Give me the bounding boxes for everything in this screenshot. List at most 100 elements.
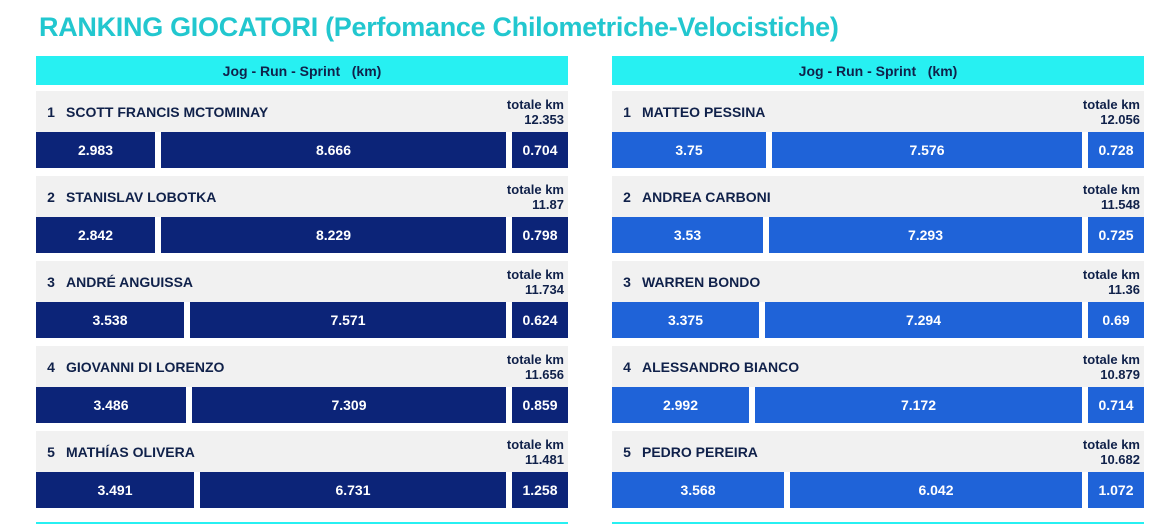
player-info: 1 SCOTT FRANCIS MCTOMINAY totale km 12.3… (36, 91, 568, 132)
jog-segment: 3.53 (612, 217, 763, 253)
sprint-segment: 0.728 (1088, 132, 1144, 168)
player-rank: 1 (623, 103, 631, 120)
player-info: 5 PEDRO PEREIRA totale km 10.682 (612, 431, 1144, 472)
player-total: totale km 12.056 (1083, 97, 1140, 127)
segment-gap (194, 472, 200, 508)
total-label: totale km (1082, 267, 1140, 282)
segment-gap (1082, 132, 1088, 168)
km-bar: 3.486 7.309 0.859 (36, 387, 568, 423)
total-value: 11.481 (524, 452, 564, 467)
total-value: 12.056 (1100, 112, 1140, 127)
bottom-divider (612, 522, 1144, 524)
player-total: totale km 11.734 (507, 267, 564, 297)
player-row: 5 MATHÍAS OLIVERA totale km 11.481 3.491… (36, 431, 568, 516)
player-rank: 3 (623, 273, 631, 290)
segment-gap (155, 132, 161, 168)
km-bar: 3.53 7.293 0.725 (612, 217, 1144, 253)
player-row: 2 STANISLAV LOBOTKA totale km 11.87 2.84… (36, 176, 568, 261)
ranking-panel-left: Jog - Run - Sprint (km) 1 SCOTT FRANCIS … (36, 56, 568, 516)
player-info: 3 ANDRÉ ANGUISSA totale km 11.734 (36, 261, 568, 302)
total-label: totale km (1082, 97, 1140, 112)
sprint-segment: 0.798 (512, 217, 568, 253)
player-name: PEDRO PEREIRA (642, 443, 758, 460)
player-row: 5 PEDRO PEREIRA totale km 10.682 3.568 6… (612, 431, 1144, 516)
km-bar: 3.75 7.576 0.728 (612, 132, 1144, 168)
player-list: 1 SCOTT FRANCIS MCTOMINAY totale km 12.3… (36, 91, 568, 516)
segment-gap (749, 387, 755, 423)
player-rank: 4 (623, 358, 631, 375)
sprint-segment: 1.072 (1088, 472, 1144, 508)
player-total: totale km 11.481 (507, 437, 564, 467)
km-bar: 2.992 7.172 0.714 (612, 387, 1144, 423)
player-total: totale km 12.353 (507, 97, 564, 127)
jog-segment: 3.75 (612, 132, 766, 168)
segment-gap (186, 387, 192, 423)
page-title: RANKING GIOCATORI (Perfomance Chilometri… (39, 12, 839, 42)
run-segment: 7.309 (192, 387, 506, 423)
run-segment: 7.571 (190, 302, 506, 338)
player-name: SCOTT FRANCIS MCTOMINAY (66, 103, 269, 120)
total-value: 11.548 (1100, 197, 1140, 212)
jog-segment: 3.486 (36, 387, 186, 423)
player-name: MATTEO PESSINA (642, 103, 766, 120)
player-name: STANISLAV LOBOTKA (66, 188, 217, 205)
segment-gap (784, 472, 790, 508)
segment-gap (184, 302, 190, 338)
km-bar: 3.568 6.042 1.072 (612, 472, 1144, 508)
player-list: 1 MATTEO PESSINA totale km 12.056 3.75 7… (612, 91, 1144, 516)
jog-segment: 2.992 (612, 387, 749, 423)
player-name: ANDREA CARBONI (642, 188, 771, 205)
segment-gap (506, 472, 512, 508)
player-row: 2 ANDREA CARBONI totale km 11.548 3.53 7… (612, 176, 1144, 261)
player-row: 4 GIOVANNI DI LORENZO totale km 11.656 3… (36, 346, 568, 431)
player-row: 1 SCOTT FRANCIS MCTOMINAY totale km 12.3… (36, 91, 568, 176)
sprint-segment: 0.725 (1088, 217, 1144, 253)
sprint-segment: 0.624 (512, 302, 568, 338)
segment-gap (506, 132, 512, 168)
player-rank: 5 (623, 443, 631, 460)
player-rank: 1 (47, 103, 55, 120)
total-value: 11.87 (532, 197, 564, 212)
panel-header: Jog - Run - Sprint (km) (612, 56, 1144, 85)
player-name: MATHÍAS OLIVERA (66, 443, 195, 460)
jog-segment: 2.842 (36, 217, 155, 253)
total-value: 10.682 (1100, 452, 1140, 467)
sprint-segment: 0.704 (512, 132, 568, 168)
run-segment: 7.293 (769, 217, 1082, 253)
segment-gap (1082, 387, 1088, 423)
panel-header: Jog - Run - Sprint (km) (36, 56, 568, 85)
km-bar: 3.375 7.294 0.69 (612, 302, 1144, 338)
player-info: 4 GIOVANNI DI LORENZO totale km 11.656 (36, 346, 568, 387)
total-value: 10.879 (1100, 367, 1140, 382)
player-name: ALESSANDRO BIANCO (642, 358, 800, 375)
player-total: totale km 11.36 (1083, 267, 1140, 297)
player-rank: 3 (47, 273, 55, 290)
run-segment: 7.294 (765, 302, 1082, 338)
total-value: 11.734 (524, 282, 564, 297)
segment-gap (1082, 472, 1088, 508)
player-row: 3 ANDRÉ ANGUISSA totale km 11.734 3.538 … (36, 261, 568, 346)
sprint-segment: 0.859 (512, 387, 568, 423)
player-info: 2 ANDREA CARBONI totale km 11.548 (612, 176, 1144, 217)
player-info: 2 STANISLAV LOBOTKA totale km 11.87 (36, 176, 568, 217)
km-bar: 3.538 7.571 0.624 (36, 302, 568, 338)
player-rank: 2 (623, 188, 631, 205)
run-segment: 6.731 (200, 472, 506, 508)
segment-gap (759, 302, 765, 338)
player-total: totale km 10.682 (1083, 437, 1140, 467)
total-label: totale km (1082, 182, 1140, 197)
segment-gap (766, 132, 772, 168)
total-label: totale km (506, 437, 564, 452)
total-value: 12.353 (524, 112, 564, 127)
player-name: ANDRÉ ANGUISSA (66, 273, 194, 290)
total-label: totale km (1082, 437, 1140, 452)
segment-gap (155, 217, 161, 253)
player-row: 3 WARREN BONDO totale km 11.36 3.375 7.2… (612, 261, 1144, 346)
total-value: 11.36 (1108, 282, 1140, 297)
segment-gap (506, 217, 512, 253)
run-segment: 7.172 (755, 387, 1082, 423)
player-info: 4 ALESSANDRO BIANCO totale km 10.879 (612, 346, 1144, 387)
bottom-divider (36, 522, 568, 524)
run-segment: 7.576 (772, 132, 1082, 168)
segment-gap (1082, 217, 1088, 253)
